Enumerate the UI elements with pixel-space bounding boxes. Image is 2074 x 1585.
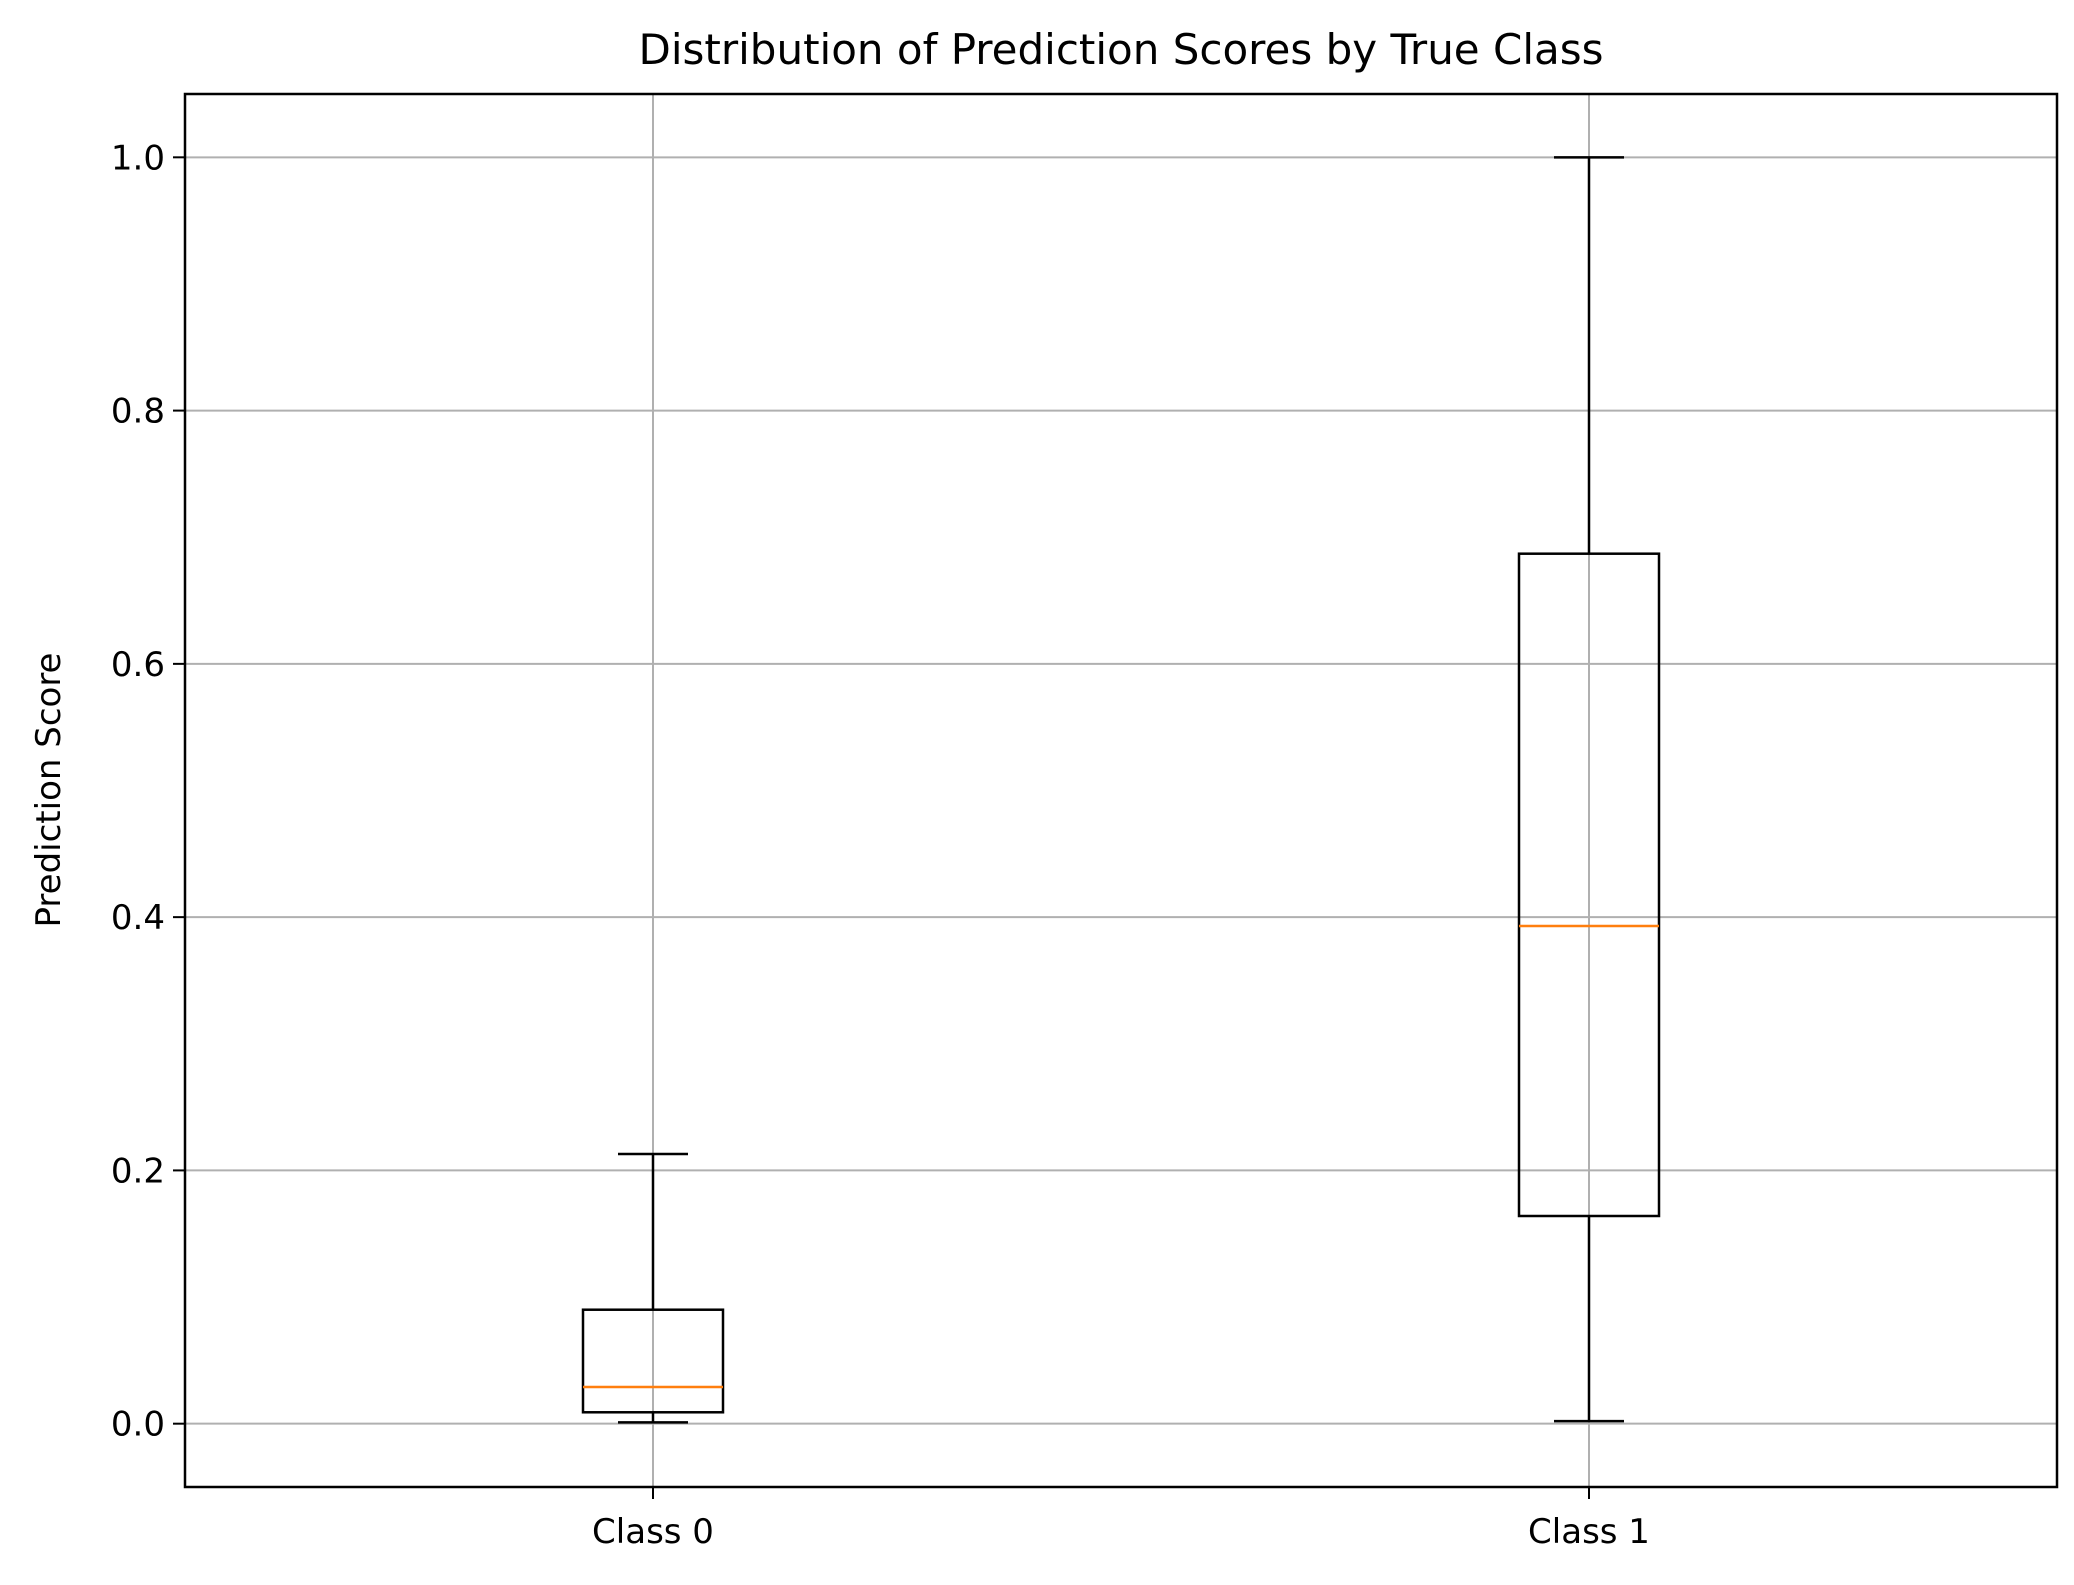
y-tick-label: 0.8 bbox=[111, 392, 165, 432]
y-tick-label: 0.6 bbox=[111, 645, 165, 685]
plot-frame bbox=[183, 92, 2059, 1489]
chart-title: Distribution of Prediction Scores by Tru… bbox=[639, 25, 1604, 74]
y-axis-label: Prediction Score bbox=[29, 653, 69, 928]
grid-lines bbox=[185, 94, 2057, 1487]
y-tick-label: 0.4 bbox=[111, 898, 165, 938]
iqr-box bbox=[581, 1308, 725, 1414]
box-group bbox=[1517, 156, 1661, 1423]
axis-ticks: 0.0 0.2 0.4 0.6 0.8 1.0 Class 0 Class 1 bbox=[111, 138, 1650, 1552]
x-tick-label: Class 1 bbox=[1528, 1512, 1650, 1552]
y-tick-label: 1.0 bbox=[111, 138, 165, 178]
y-tick-label: 0.0 bbox=[111, 1405, 165, 1445]
boxes bbox=[581, 156, 1661, 1424]
box-group bbox=[581, 1152, 725, 1424]
y-tick-label: 0.2 bbox=[111, 1151, 165, 1191]
iqr-box bbox=[1517, 552, 1661, 1218]
x-tick-label: Class 0 bbox=[592, 1512, 714, 1552]
